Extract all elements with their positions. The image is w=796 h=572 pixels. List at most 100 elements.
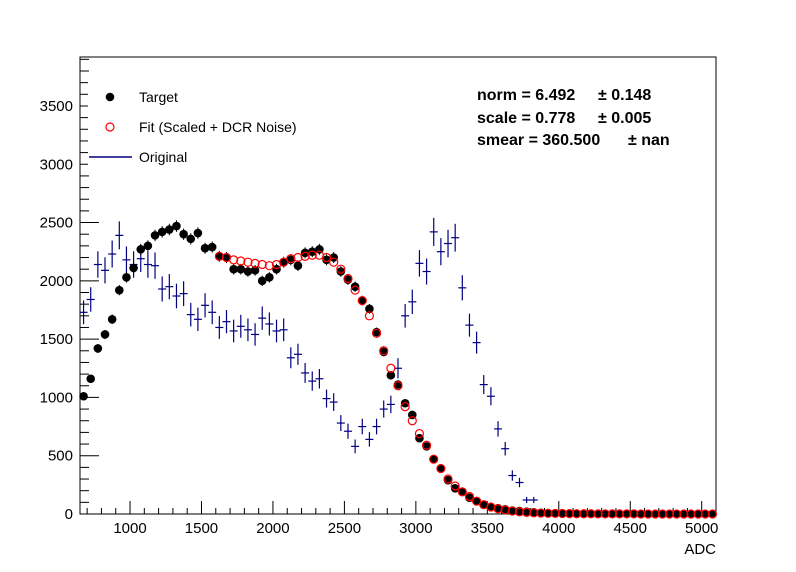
original-point: [122, 246, 131, 274]
fit-point: [572, 509, 582, 519]
original-point: [501, 441, 510, 456]
fit-point: [700, 509, 710, 519]
fit-point: [229, 255, 239, 265]
target-point: [279, 257, 288, 267]
original-point: [279, 318, 288, 342]
axes: 1000 1500 2000 2500 3000 3500 4000 4500 5000 0 500…: [40, 58, 718, 558]
target-point: [272, 264, 281, 274]
x-tick-label: 4000: [542, 520, 575, 537]
original-point: [415, 250, 424, 277]
original-point: [251, 323, 260, 346]
target-point: [708, 509, 717, 519]
fit-point: [236, 256, 246, 266]
stat-error: ± 0.148: [598, 87, 651, 104]
target-point: [415, 433, 424, 443]
fit-point: [593, 509, 603, 519]
fit-point: [214, 251, 224, 261]
original-point: [165, 274, 174, 300]
fit-point: [514, 507, 525, 517]
original-point: [172, 283, 181, 309]
original-point: [351, 439, 360, 454]
y-tick-label: 3500: [40, 98, 73, 115]
target-point: [250, 266, 260, 275]
target-point: [643, 509, 653, 519]
fit-point: [529, 508, 539, 518]
original-point: [379, 400, 388, 418]
y-tick-label: 3000: [40, 156, 73, 173]
fit-point: [614, 509, 625, 519]
fit-point: [564, 509, 575, 519]
stat-value: norm = 6.492: [477, 87, 575, 104]
original-point: [486, 387, 495, 406]
fit-point: [336, 264, 346, 274]
stat-error: ± nan: [628, 132, 670, 149]
fit-point: [707, 509, 718, 519]
original-point: [151, 252, 160, 279]
fit-point: [450, 481, 460, 491]
original-point: [408, 289, 417, 315]
target-point: [293, 261, 303, 270]
original-point: [386, 395, 395, 414]
target-point: [672, 509, 681, 519]
original-point: [329, 393, 338, 411]
original-point: [308, 371, 317, 391]
y-tick-label: 0: [65, 506, 73, 523]
fit-point: [407, 416, 417, 426]
original-point: [401, 304, 410, 328]
target-point: [565, 509, 574, 518]
fit-point: [379, 346, 389, 356]
target-point: [115, 285, 124, 295]
original-point: [358, 418, 367, 435]
original-point: [222, 310, 231, 334]
original-point: [522, 496, 531, 504]
original-point: [243, 318, 252, 342]
fit-point: [264, 261, 274, 271]
original-point: [293, 343, 302, 365]
target-point: [136, 245, 146, 254]
original-point: [286, 347, 295, 369]
fit-point: [414, 428, 425, 439]
x-tick-label: 5000: [685, 520, 718, 537]
fit-point: [329, 257, 339, 267]
fit-point: [393, 381, 403, 391]
target-point: [700, 509, 710, 519]
fit-point: [307, 250, 317, 260]
fit-point: [600, 509, 610, 519]
target-point: [365, 304, 374, 314]
fit-point: [371, 328, 382, 338]
target-point: [615, 509, 624, 519]
original-point: [494, 421, 503, 437]
fit-point: [550, 508, 560, 519]
target-point: [636, 509, 646, 519]
target-point: [107, 315, 117, 324]
target-point: [665, 509, 674, 519]
target-point: [600, 509, 610, 519]
fit-point: [243, 257, 253, 267]
target-point: [329, 253, 338, 262]
x-tick-label: 3000: [399, 520, 432, 537]
target-point: [550, 509, 560, 518]
fit-point: [343, 273, 353, 284]
target-point: [529, 507, 539, 517]
y-tick-label: 1500: [40, 331, 73, 348]
fit-point: [507, 506, 517, 516]
target-point: [222, 253, 231, 262]
y-tick-label: 2500: [40, 215, 73, 232]
fit-point: [657, 509, 668, 519]
fit-point: [293, 252, 303, 263]
original-point: [479, 375, 488, 395]
target-point: [186, 234, 196, 244]
plot-frame: [79, 56, 717, 515]
target-point: [129, 263, 138, 273]
fit-point: [636, 509, 646, 519]
fit-point: [672, 509, 682, 519]
fit-point: [472, 496, 482, 506]
target-point: [536, 508, 546, 518]
target-point: [229, 264, 238, 274]
original-point: [143, 251, 152, 278]
original-point: [115, 221, 124, 250]
original-point: [215, 316, 224, 339]
original-point: [343, 423, 352, 439]
original-point: [86, 287, 95, 312]
fit-point: [279, 257, 289, 267]
